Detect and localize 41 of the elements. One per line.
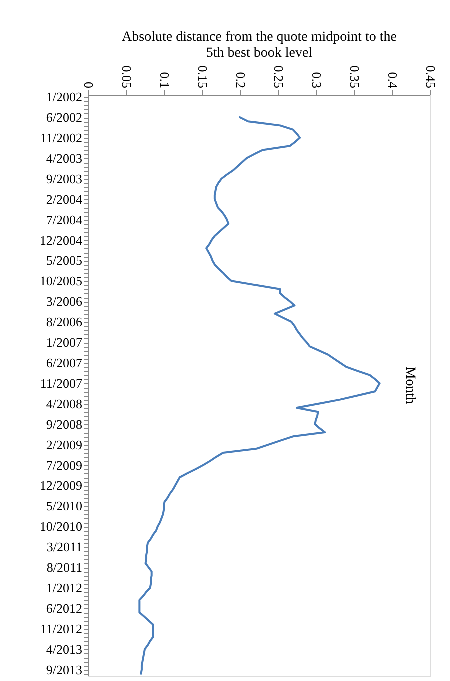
x-tick-label: 0.4 bbox=[386, 72, 400, 89]
y-tick-label: 4/2013 bbox=[46, 642, 82, 657]
y-tick-label: 12/2009 bbox=[40, 478, 82, 494]
y-tick-label: 1/2002 bbox=[46, 90, 82, 105]
y-tick-label: 8/2011 bbox=[46, 560, 82, 576]
y-tick-label: 12/2004 bbox=[40, 232, 83, 248]
x-tick-label: 0.3 bbox=[310, 72, 324, 88]
x-tick-label: 0.05 bbox=[120, 66, 134, 88]
y-tick-label: 2/2004 bbox=[46, 192, 83, 207]
y-tick-label: 6/2007 bbox=[46, 355, 83, 370]
y-tick-label: 7/2004 bbox=[46, 212, 83, 228]
y-tick-label: 11/2002 bbox=[40, 130, 82, 146]
y-tick-label: 6/2012 bbox=[46, 600, 82, 616]
y-tick-label: 7/2009 bbox=[46, 458, 82, 473]
x-tick-label: 0.35 bbox=[348, 66, 362, 88]
y-tick-label: 3/2006 bbox=[46, 294, 83, 310]
x-tick-label: 0 bbox=[82, 82, 96, 88]
y-tick-label: 1/2007 bbox=[46, 335, 83, 350]
x-tick-label: 0.45 bbox=[424, 66, 438, 88]
x-tick-label: 0.15 bbox=[196, 66, 210, 88]
y-tick-label: 11/2007 bbox=[40, 376, 83, 391]
x-tick-label: 0.2 bbox=[234, 72, 248, 88]
x-tick-label: 0.1 bbox=[158, 72, 172, 88]
y-tick-label: 3/2011 bbox=[46, 540, 82, 555]
y-axis-title: Month bbox=[402, 366, 418, 404]
y-tick-label: 4/2003 bbox=[46, 150, 82, 166]
y-tick-label: 2/2009 bbox=[46, 437, 82, 452]
y-tick-label: 1/2012 bbox=[46, 580, 82, 596]
y-tick-label: 6/2002 bbox=[46, 110, 82, 126]
y-tick-label: 4/2008 bbox=[46, 396, 82, 412]
y-tick-label: 11/2012 bbox=[40, 621, 82, 636]
y-tick-label: 9/2003 bbox=[46, 171, 82, 186]
y-tick-label: 5/2005 bbox=[46, 253, 82, 268]
y-tick-label: 10/2005 bbox=[40, 274, 82, 289]
x-axis-title: Absolute distance from the quote midpoint to the 5th best book level bbox=[122, 30, 397, 61]
x-tick-label: 0.25 bbox=[272, 66, 286, 88]
y-tick-label: 10/2010 bbox=[40, 519, 82, 534]
y-tick-label: 9/2008 bbox=[46, 416, 82, 432]
y-tick-label: 8/2006 bbox=[46, 314, 83, 330]
y-tick-label: 5/2010 bbox=[46, 498, 82, 514]
y-tick-label: 9/2013 bbox=[46, 662, 82, 678]
